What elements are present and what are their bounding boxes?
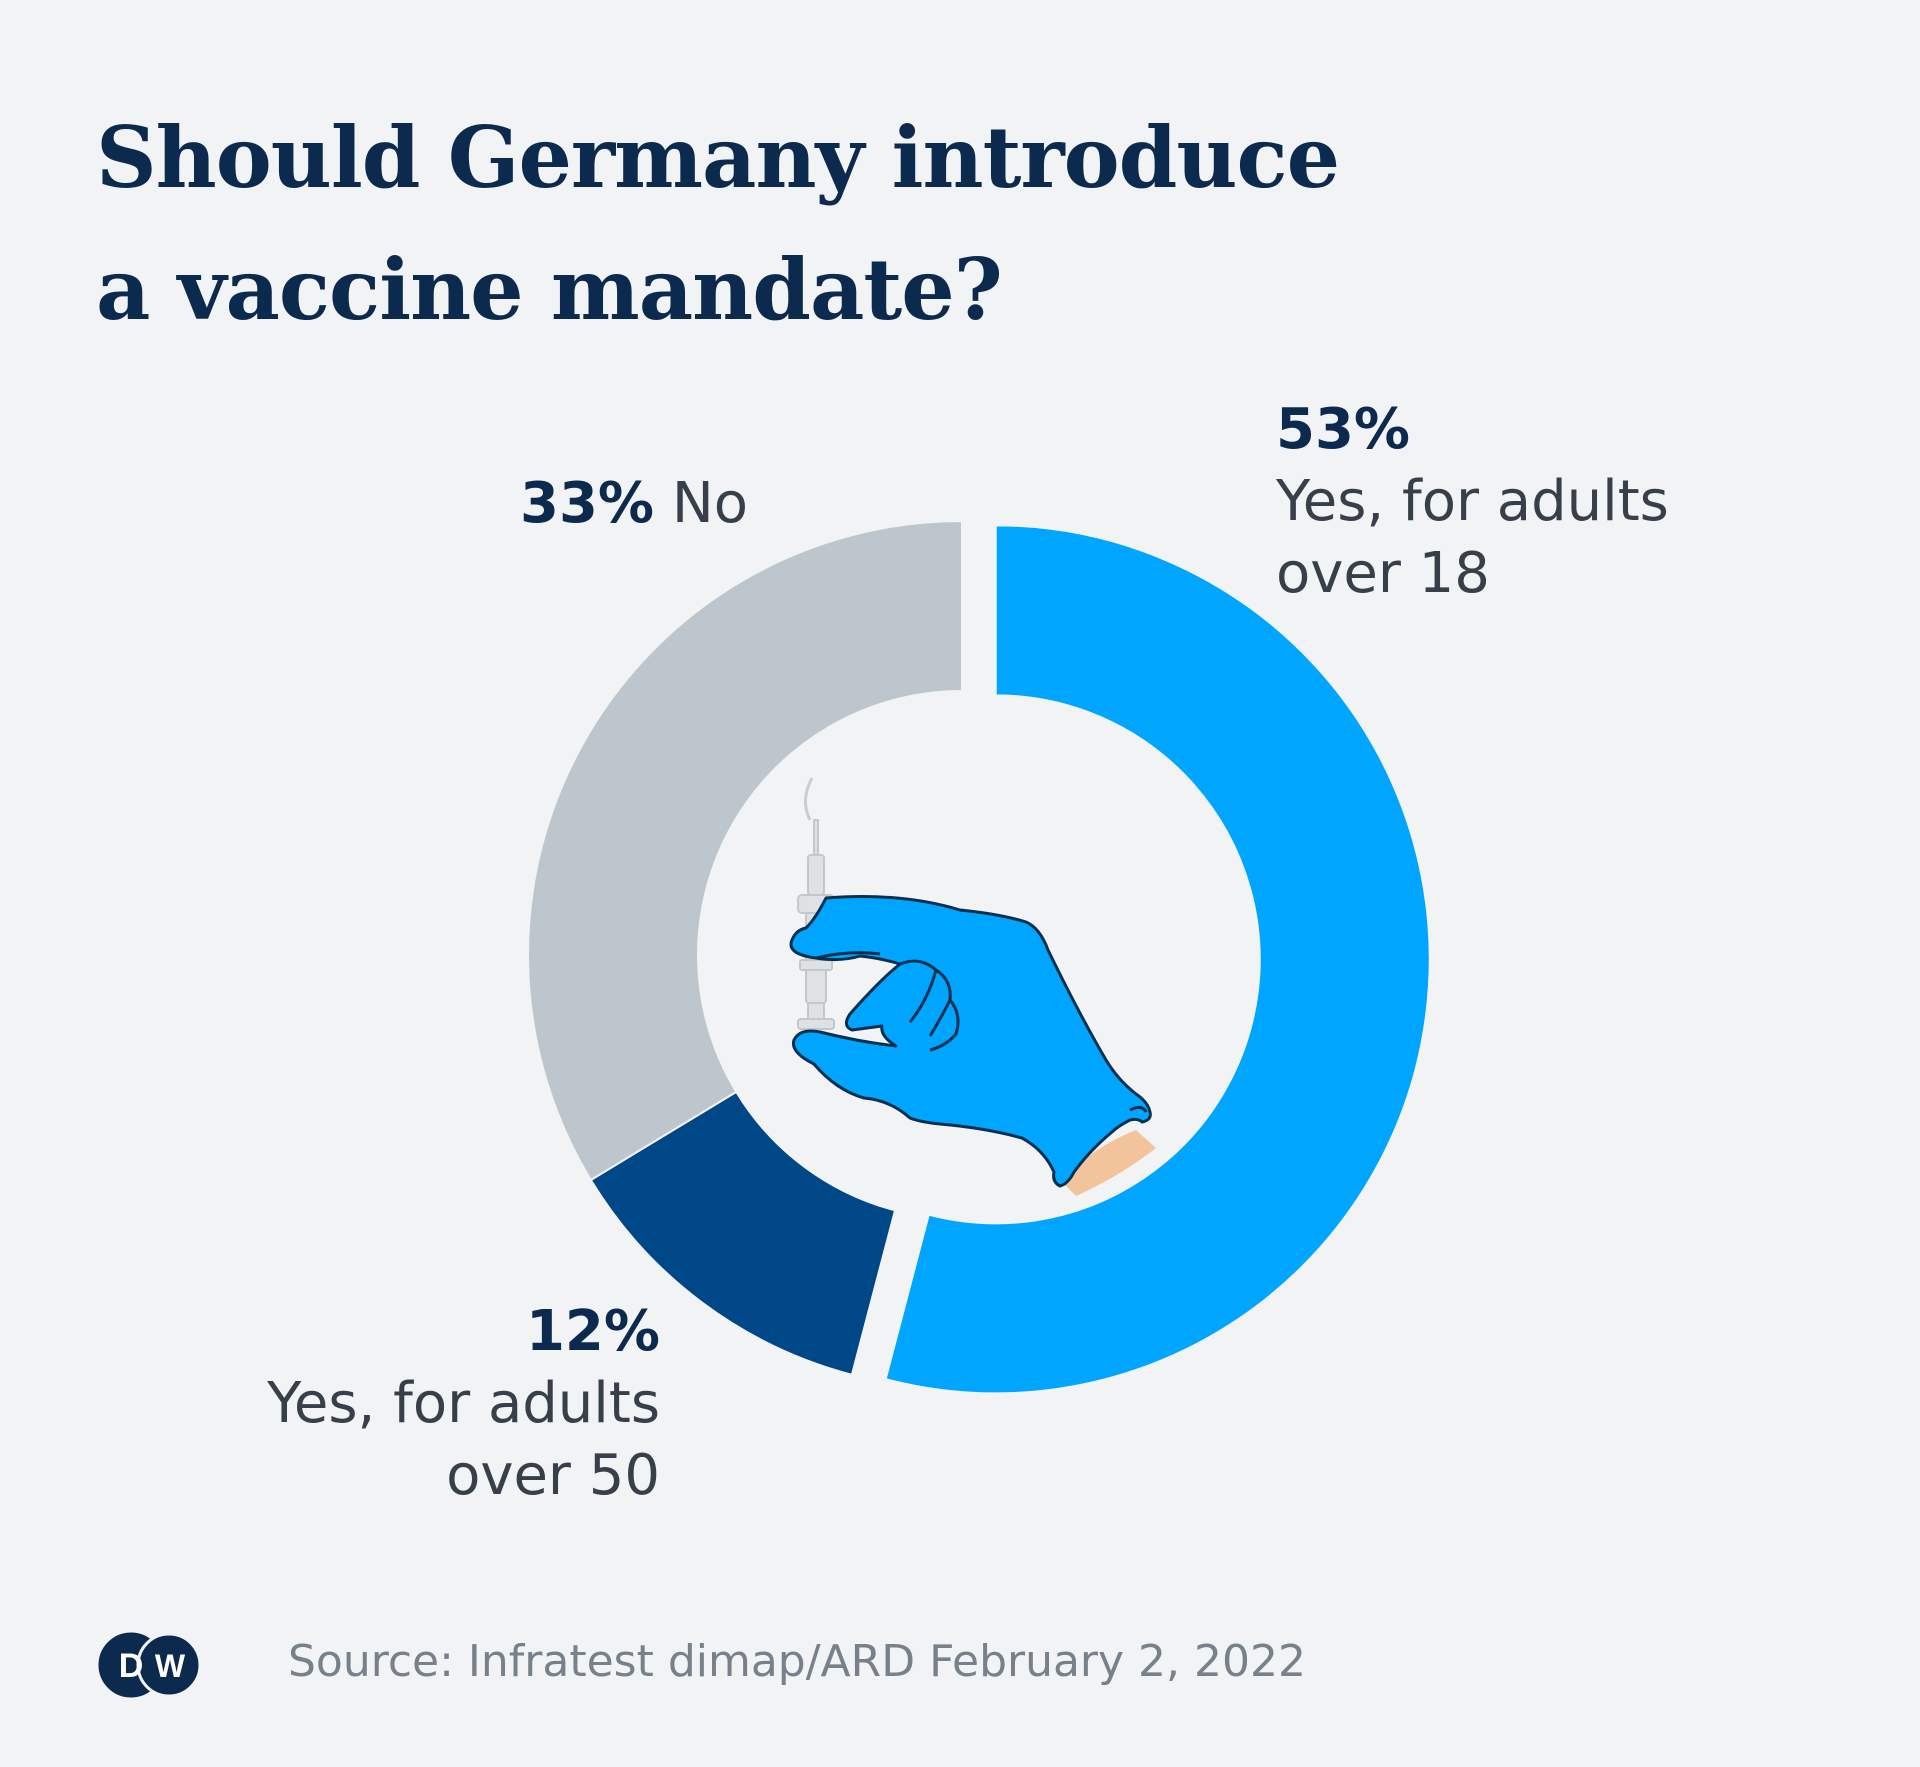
label-yes-over-50: 12% Yes, for adults over 50	[180, 1296, 660, 1512]
dw-logo-w: W	[155, 1648, 186, 1684]
dw-logo-d: D	[119, 1647, 144, 1685]
title-line-1: Should Germany introduce	[96, 108, 1340, 207]
label-no-percent: 33%	[520, 471, 655, 536]
label-yes-over-18-line-1: Yes, for adults	[1276, 469, 1669, 534]
donut-slices	[527, 519, 1431, 1395]
dw-logo: D W	[98, 1632, 202, 1698]
label-no-text: No	[671, 471, 749, 536]
label-yes-over-50-line-1: Yes, for adults	[267, 1371, 660, 1436]
label-yes-over-18: 53% Yes, for adults over 18	[1276, 394, 1836, 610]
chart-title: Should Germany introduce a vaccine manda…	[96, 92, 1496, 356]
label-yes-over-18-line-2: over 18	[1276, 541, 1490, 606]
slice-yes-over-18	[884, 524, 1431, 1395]
label-yes-over-50-line-2: over 50	[446, 1443, 660, 1508]
title-line-2: a vaccine mandate?	[96, 240, 1003, 339]
label-no: 33% No	[520, 468, 748, 540]
label-yes-over-18-percent: 53%	[1276, 397, 1411, 462]
source-note: Source: Infratest dimap/ARD February 2, …	[288, 1636, 1306, 1687]
slice-no	[527, 519, 963, 1182]
label-yes-over-50-percent: 12%	[525, 1299, 660, 1364]
gloved-hand-syringe-icon	[789, 777, 1156, 1196]
